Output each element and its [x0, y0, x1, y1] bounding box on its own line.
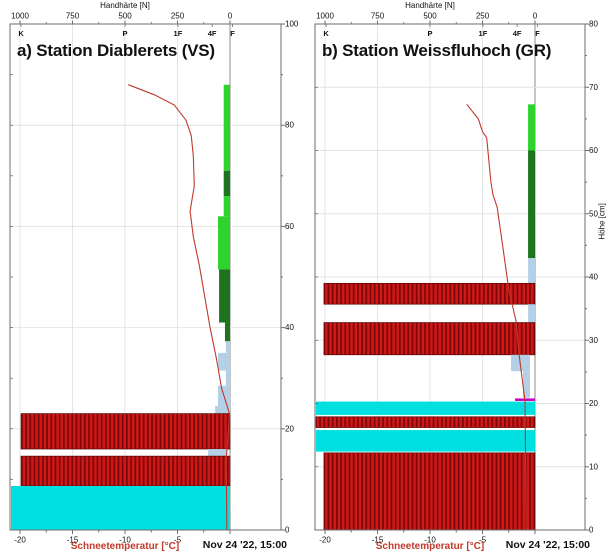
svg-text:-10: -10 [119, 536, 131, 545]
svg-text:100: 100 [285, 20, 299, 29]
height-axis-title: Höhe [cm] [597, 203, 607, 240]
svg-text:4F: 4F [208, 29, 217, 38]
svg-text:K: K [323, 29, 329, 38]
timestamp-b: Nov 24 '22, 15:00 [505, 539, 590, 551]
svg-text:250: 250 [476, 12, 490, 21]
svg-text:0: 0 [285, 526, 290, 535]
svg-text:-20: -20 [319, 536, 331, 545]
svg-text:P: P [122, 29, 127, 38]
svg-text:1000: 1000 [11, 12, 29, 21]
temperature-line [466, 103, 527, 531]
layer-cyan [316, 430, 535, 452]
panel-a: 1000 750 500 250 0 K P 1F 4F F -20 -15 -10 -5 100 80 60 4… [9, 12, 299, 545]
svg-text:20: 20 [589, 399, 598, 408]
svg-text:F: F [535, 29, 540, 38]
panel-title-b: b) Station Weissfluhoch (GR) [322, 41, 552, 60]
svg-text:0: 0 [589, 526, 594, 535]
layer-light_blue [225, 341, 230, 353]
svg-text:0: 0 [228, 12, 233, 21]
layer-light_blue [528, 304, 535, 323]
layer-light_blue [528, 258, 535, 284]
svg-text:1000: 1000 [316, 12, 334, 21]
svg-text:1F: 1F [174, 29, 183, 38]
ticks-and-labels: 1000 750 500 250 0 K P 1F 4F F -20 -15 -10 -5 100 80 60 4… [10, 12, 299, 545]
layer-green_dark [223, 170, 230, 197]
svg-text:-5: -5 [479, 536, 487, 545]
svg-text:40: 40 [589, 273, 598, 282]
layer-red_hatched [323, 452, 536, 531]
svg-text:0: 0 [533, 12, 538, 21]
svg-text:-20: -20 [14, 536, 26, 545]
svg-text:60: 60 [589, 146, 598, 155]
hardness-axis-title-a: Handhärte [N] [100, 1, 150, 10]
panel-b: 1000 750 500 250 0K P 1F 4F F-20 -15 -10 -580706050… [314, 12, 598, 545]
horizontal-gridlines [10, 124, 281, 430]
timestamp-a: Nov 24 '22, 15:00 [202, 539, 287, 551]
panel-title-a: a) Station Diablerets (VS) [17, 41, 215, 60]
svg-text:-10: -10 [424, 536, 436, 545]
layer-red_hatched [315, 416, 536, 428]
svg-text:K: K [18, 29, 24, 38]
layer-red_hatched [20, 413, 231, 450]
temp-axis-title-b: Schneetemperatur [°C] [375, 541, 485, 552]
layer-green_bright [223, 84, 230, 171]
layer-red_hatched [323, 282, 536, 305]
svg-text:50: 50 [589, 209, 598, 218]
temperature-line [128, 84, 231, 531]
hardness-axis-title-b: Handhärte [N] [405, 1, 455, 10]
snow-layers [11, 84, 231, 530]
svg-text:40: 40 [285, 323, 294, 332]
layer-light_blue [215, 406, 230, 414]
svg-text:-5: -5 [174, 536, 182, 545]
svg-text:750: 750 [371, 12, 385, 21]
layer-green_bright [528, 104, 535, 151]
layer-light_blue [208, 449, 228, 457]
layer-light_blue [523, 371, 530, 398]
svg-text:F: F [230, 29, 235, 38]
layer-light_blue [225, 370, 230, 386]
svg-text:250: 250 [171, 12, 185, 21]
temp-axis-title-a: Schneetemperatur [°C] [70, 541, 180, 552]
svg-text:4F: 4F [513, 29, 522, 38]
svg-text:10: 10 [589, 462, 598, 471]
svg-text:500: 500 [118, 12, 132, 21]
svg-text:500: 500 [423, 12, 437, 21]
layer-cyan [11, 485, 230, 530]
plot-border [9, 23, 282, 531]
layer-red_hatched [20, 455, 231, 487]
svg-text:P: P [427, 29, 432, 38]
layer-light_blue [218, 352, 230, 371]
layer-green_bright [218, 216, 230, 270]
svg-text:70: 70 [589, 83, 598, 92]
svg-text:80: 80 [285, 121, 294, 130]
svg-text:80: 80 [589, 20, 598, 29]
layer-green_dark [224, 322, 230, 342]
svg-text:20: 20 [285, 424, 294, 433]
svg-text:30: 30 [589, 336, 598, 345]
layer-cyan [316, 401, 535, 415]
svg-text:1F: 1F [479, 29, 488, 38]
ticks-and-labels: 1000 750 500 250 0K P 1F 4F F-20 -15 -10 -580706050… [315, 12, 598, 545]
layer-green_dark [219, 269, 230, 323]
layer-green_bright [223, 196, 230, 217]
layer-green_dark [528, 150, 535, 259]
svg-text:-15: -15 [372, 536, 384, 545]
layer-red_hatched [323, 322, 536, 356]
svg-text:-15: -15 [67, 536, 79, 545]
snow-layers [315, 104, 536, 531]
svg-text:750: 750 [66, 12, 80, 21]
svg-text:60: 60 [285, 222, 294, 231]
vertical-gridlines [19, 24, 231, 530]
